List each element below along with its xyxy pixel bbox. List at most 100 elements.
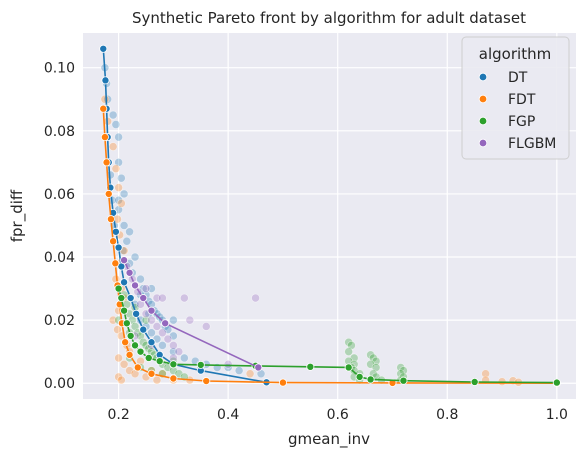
flgbm-point: [169, 341, 178, 350]
pareto-front-lines: [99, 44, 561, 388]
fdt-point: [245, 369, 255, 379]
fgp-front-point: [399, 376, 408, 385]
flgbm-point: [141, 284, 151, 293]
y-tick-label: 0.06: [44, 187, 75, 203]
dt-point: [136, 274, 145, 284]
fdt-front-point: [278, 378, 287, 387]
fgp-point: [174, 369, 184, 379]
x-tick-label: 1.0: [546, 407, 568, 423]
fdt-front-point: [100, 133, 109, 142]
dt-point: [169, 331, 178, 341]
fgp-front-point: [122, 319, 131, 328]
fgp-point: [366, 359, 375, 369]
flgbm-front-point: [161, 319, 170, 328]
flgbm-front-point: [254, 363, 263, 372]
fgp-front-point: [470, 377, 479, 386]
dt-front-point: [139, 325, 148, 334]
fgp-front-point: [344, 363, 353, 372]
dt-point: [180, 353, 189, 363]
legend-marker-fgp: [478, 116, 488, 126]
fdt-point: [125, 366, 134, 375]
dt-point: [125, 227, 134, 237]
dt-front-point: [101, 76, 110, 85]
fdt-point: [111, 164, 121, 173]
fdt-point: [117, 199, 126, 208]
flgbm-point: [163, 334, 173, 344]
fdt-point: [114, 353, 123, 363]
y-axis-title: fpr_diff: [8, 189, 27, 242]
y-axis-ticks: 0.00 0.02 0.04 0.06 0.08 0.10: [44, 61, 75, 393]
flgbm-front-point: [147, 306, 156, 315]
fdt-front-point: [102, 158, 111, 167]
flgbm-point: [147, 315, 156, 325]
fgp-front-point: [169, 360, 178, 369]
x-tick-label: 0.8: [436, 407, 458, 423]
fgp-front-point: [120, 306, 129, 315]
fgp-point: [130, 322, 140, 331]
fgp-front-point: [366, 375, 375, 384]
flgbm-point: [158, 328, 167, 338]
dt-front-point: [120, 278, 129, 287]
dt-point: [117, 173, 126, 183]
dt-front-point: [114, 243, 123, 252]
x-tick-label: 0.2: [107, 407, 129, 423]
fgp-front-point: [117, 294, 126, 303]
fgp-point: [344, 347, 353, 356]
legend-title: algorithm: [479, 45, 551, 63]
fgp-front-point: [131, 341, 140, 350]
fdt-front-point: [111, 259, 120, 268]
dt-point: [122, 236, 132, 246]
fdt-front-point: [99, 104, 108, 113]
flgbm-front-point: [120, 256, 129, 265]
dt-front-point: [132, 309, 141, 318]
fgp-front-point: [552, 378, 561, 387]
fdt-point: [100, 94, 110, 104]
fgp-front-point: [144, 353, 153, 362]
legend-label-fgp: FGP: [508, 114, 535, 130]
y-tick-label: 0.04: [44, 250, 75, 266]
fgp-front-point: [126, 331, 135, 340]
x-axis-ticks: 0.2 0.4 0.6 0.8 1.0: [107, 407, 567, 423]
dt-front-point: [147, 338, 156, 347]
flgbm-front-point: [125, 268, 134, 277]
dt-front-point: [126, 294, 135, 303]
legend-label-fdt: FDT: [508, 92, 536, 108]
dt-front-point: [111, 227, 120, 236]
flgbm-point: [158, 293, 167, 303]
flgbm-point: [201, 322, 211, 331]
fdt-front-point: [121, 338, 130, 347]
y-tick-label: 0.02: [44, 313, 75, 329]
fgp-front-point: [136, 347, 145, 356]
chart-title: Synthetic Pareto front by algorithm for …: [132, 9, 526, 27]
fgp-front-point: [155, 357, 164, 366]
fdt-front-point: [133, 363, 142, 372]
fdt-point: [108, 142, 118, 151]
dt-point: [114, 158, 123, 167]
fgp-point: [347, 341, 356, 350]
x-tick-label: 0.6: [327, 407, 349, 423]
legend: algorithm DT FDT FGP FLGBM: [461, 36, 570, 160]
fgp-point: [371, 363, 381, 372]
fgp-front-point: [355, 372, 364, 381]
flgbm-front-point: [139, 294, 148, 303]
y-tick-label: 0.00: [44, 376, 75, 392]
fdt-point: [114, 183, 123, 192]
fdt-front-point: [106, 215, 115, 224]
legend-marker-fdt: [478, 94, 488, 104]
fdt-point: [481, 369, 490, 379]
legend-label-dt: DT: [508, 70, 528, 86]
flgbm-point: [223, 359, 233, 369]
fdt-point: [152, 375, 162, 385]
x-tick-label: 0.4: [217, 407, 239, 423]
dt-point: [147, 328, 156, 338]
fdt-point: [113, 325, 122, 334]
fdt-front-point: [109, 237, 118, 246]
dt-front-point: [99, 44, 108, 53]
flgbm-point: [152, 322, 162, 331]
flgbm-point: [251, 293, 260, 303]
flgbm-point: [180, 293, 189, 303]
fgp-front-point: [306, 362, 315, 371]
flgbm-point: [185, 315, 195, 325]
fdt-front-point: [202, 377, 211, 386]
